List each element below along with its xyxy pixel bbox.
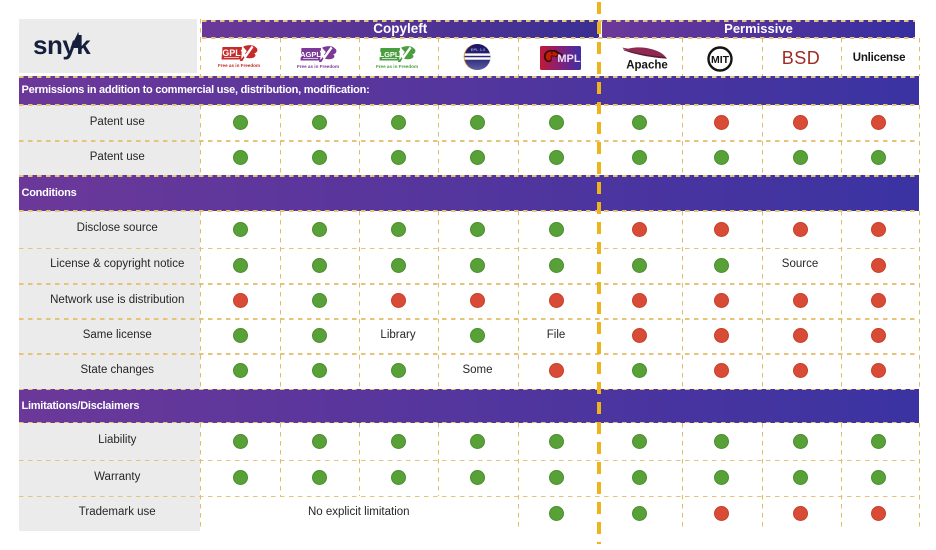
svg-text:AGPL: AGPL [300,50,321,59]
svg-text:MPL: MPL [557,53,581,65]
svg-text:MIT: MIT [711,54,730,66]
svg-text:GPL: GPL [222,48,241,58]
svg-text:Free as in Freedom: Free as in Freedom [297,64,339,69]
svg-text:EPL 1.0: EPL 1.0 [471,47,486,52]
svg-text:Free as in Freedom: Free as in Freedom [218,63,260,68]
svg-text:Apache: Apache [626,60,668,72]
svg-text:LGPL: LGPL [380,50,400,59]
svg-text:snyk: snyk [33,31,91,60]
svg-text:Free as in Freedom: Free as in Freedom [376,64,418,69]
